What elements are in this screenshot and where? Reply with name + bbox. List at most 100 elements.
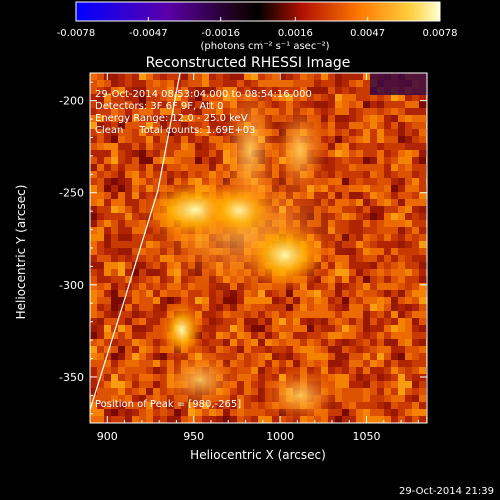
heatmap-cell — [230, 416, 237, 423]
heatmap-cell — [405, 332, 412, 339]
heatmap-cell — [384, 248, 391, 255]
heatmap-cell — [111, 262, 118, 269]
heatmap-cell — [314, 360, 321, 367]
heatmap-cell — [349, 199, 356, 206]
heatmap-cell — [97, 304, 104, 311]
heatmap-cell — [328, 311, 335, 318]
heatmap-cell — [419, 360, 426, 367]
heatmap-cell — [230, 346, 237, 353]
heatmap-cell — [265, 297, 272, 304]
heatmap-cell — [356, 108, 363, 115]
heatmap-cell — [279, 318, 286, 325]
heatmap-cell — [405, 199, 412, 206]
heatmap-cell — [153, 150, 160, 157]
heatmap-cell — [111, 388, 118, 395]
heatmap-cell — [412, 136, 419, 143]
heatmap-cell — [104, 185, 111, 192]
heatmap-cell — [342, 255, 349, 262]
heatmap-cell — [146, 129, 153, 136]
heatmap-cell — [118, 227, 125, 234]
heatmap-cell — [258, 304, 265, 311]
heatmap-cell — [419, 213, 426, 220]
heatmap-cell — [139, 290, 146, 297]
heatmap-cell — [328, 157, 335, 164]
heatmap-cell — [251, 297, 258, 304]
heatmap-cell — [356, 381, 363, 388]
heatmap-cell — [125, 269, 132, 276]
heatmap-cell — [377, 325, 384, 332]
heatmap-cell — [405, 395, 412, 402]
heatmap-cell — [398, 388, 405, 395]
heatmap-cell — [251, 381, 258, 388]
heatmap-cell — [188, 150, 195, 157]
heatmap-cell — [104, 248, 111, 255]
heatmap-cell — [104, 381, 111, 388]
heatmap-cell — [349, 283, 356, 290]
heatmap-cell — [377, 255, 384, 262]
heatmap-cell — [146, 409, 153, 416]
heatmap-cell — [125, 199, 132, 206]
heatmap-cell — [132, 157, 139, 164]
heatmap-cell — [405, 115, 412, 122]
heatmap-cell — [125, 409, 132, 416]
heatmap-cell — [97, 409, 104, 416]
heatmap-cell — [384, 346, 391, 353]
heatmap-cell — [419, 367, 426, 374]
heatmap-cell — [321, 367, 328, 374]
heatmap-cell — [370, 360, 377, 367]
heatmap-cell — [146, 374, 153, 381]
heatmap-cell — [97, 94, 104, 101]
heatmap-cell — [104, 178, 111, 185]
heatmap-cell — [321, 290, 328, 297]
heatmap-cell — [279, 73, 286, 80]
heatmap-cell — [237, 318, 244, 325]
heatmap-cell — [349, 115, 356, 122]
heatmap-cell — [272, 416, 279, 423]
heatmap-cell — [342, 150, 349, 157]
heatmap-cell — [377, 108, 384, 115]
heatmap-cell — [391, 339, 398, 346]
heatmap-cell — [391, 255, 398, 262]
heatmap-cell — [209, 94, 216, 101]
heatmap-cell — [391, 409, 398, 416]
heatmap-cell — [181, 143, 188, 150]
heatmap-cell — [412, 388, 419, 395]
heatmap-cell — [321, 171, 328, 178]
heatmap-cell — [118, 192, 125, 199]
heatmap-cell — [258, 311, 265, 318]
heatmap-cell — [132, 143, 139, 150]
heatmap-cell — [419, 374, 426, 381]
heatmap-cell — [321, 360, 328, 367]
heatmap-cell — [244, 297, 251, 304]
heatmap-cell — [328, 115, 335, 122]
heatmap-cell — [132, 283, 139, 290]
heatmap-cell — [363, 136, 370, 143]
heatmap-cell — [174, 129, 181, 136]
heatmap-cell — [398, 346, 405, 353]
heatmap-cell — [328, 290, 335, 297]
heatmap-cell — [125, 388, 132, 395]
heatmap-cell — [90, 248, 97, 255]
heatmap-cell — [111, 395, 118, 402]
heatmap-cell — [293, 94, 300, 101]
heatmap-cell — [363, 318, 370, 325]
heatmap-cell — [188, 157, 195, 164]
heatmap-cell — [104, 136, 111, 143]
heatmap-cell — [265, 73, 272, 80]
heatmap-cell — [391, 206, 398, 213]
heatmap-cell — [111, 115, 118, 122]
heatmap-cell — [342, 115, 349, 122]
heatmap-cell — [335, 164, 342, 171]
heatmap-cell — [419, 199, 426, 206]
heatmap-cell — [377, 143, 384, 150]
heatmap-cell — [139, 416, 146, 423]
heatmap-cell — [139, 136, 146, 143]
heatmap-cell — [167, 283, 174, 290]
heatmap-cell — [216, 80, 223, 87]
heatmap-cell — [321, 122, 328, 129]
heatmap-cell — [181, 94, 188, 101]
heatmap-cell — [328, 136, 335, 143]
heatmap-cell — [328, 339, 335, 346]
heatmap-cell — [314, 346, 321, 353]
heatmap-cell — [342, 129, 349, 136]
